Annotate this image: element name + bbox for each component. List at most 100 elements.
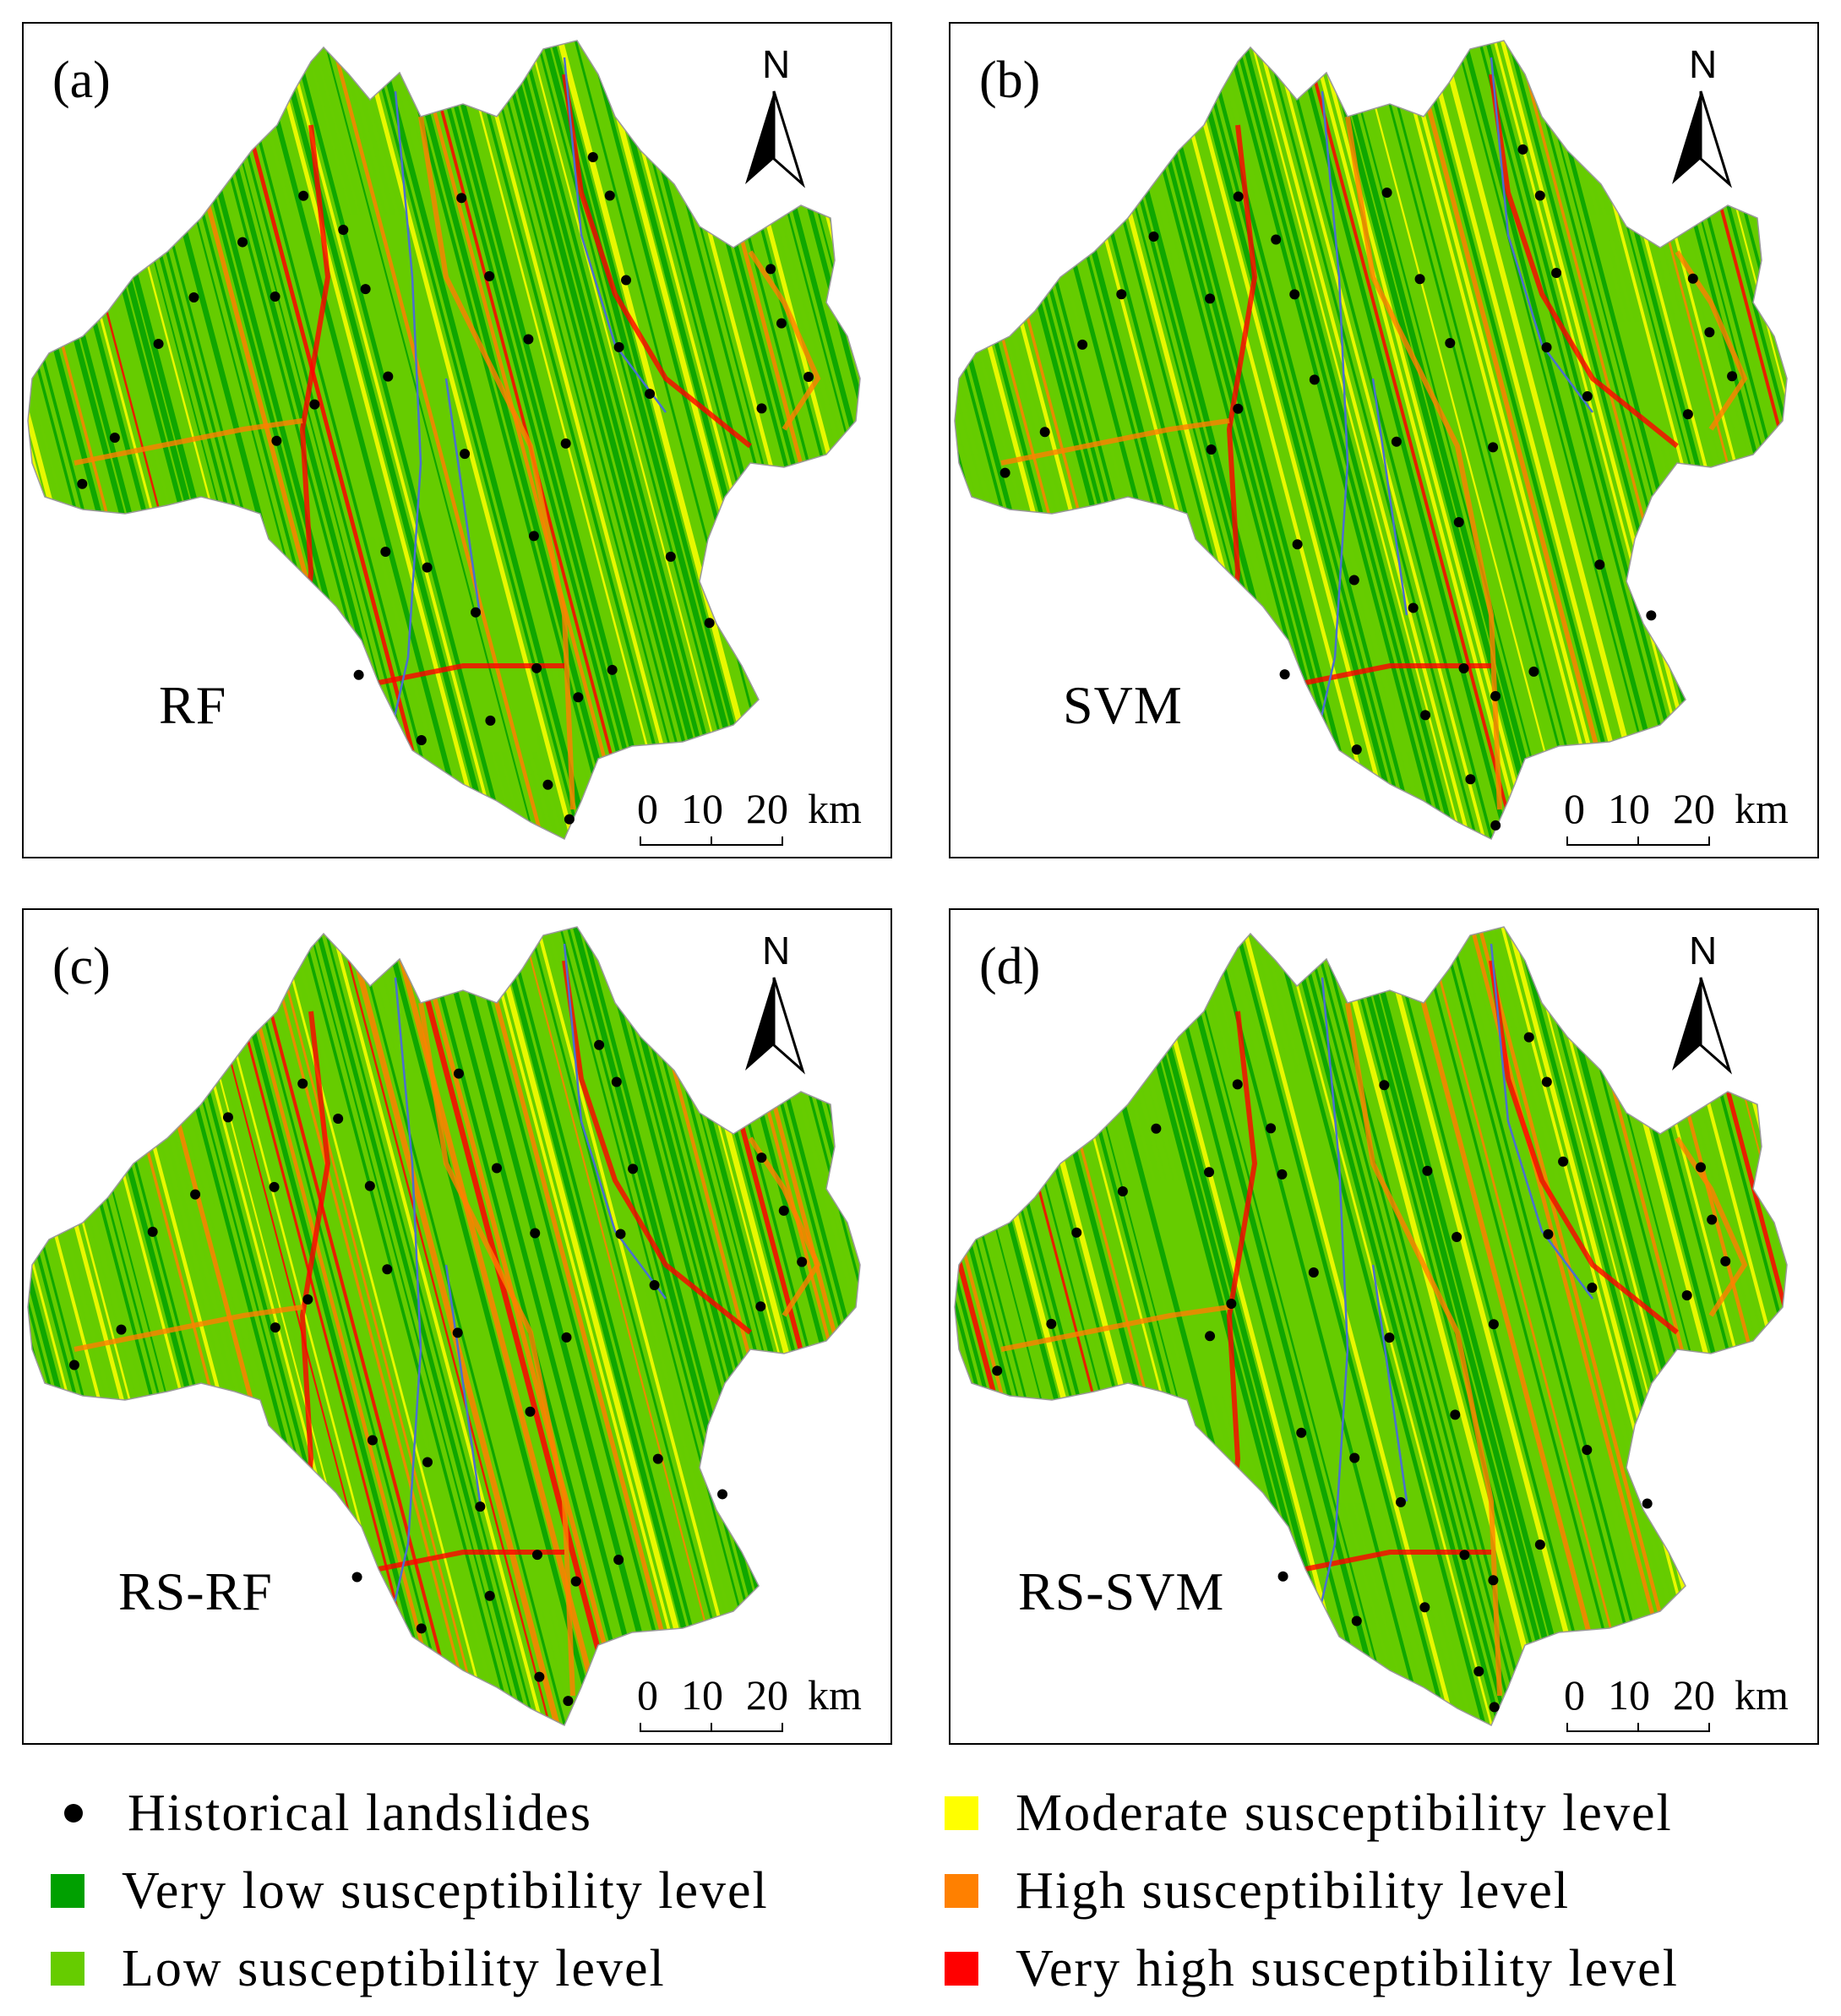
scale-line: [1566, 836, 1710, 846]
north-label: N: [1689, 929, 1717, 973]
landslide-point: [271, 435, 282, 446]
scale-line: [1566, 1723, 1710, 1732]
landslide-point: [756, 403, 767, 414]
model-label: RS-RF: [118, 1561, 273, 1621]
landslide-point: [382, 1264, 393, 1275]
map-panel-d: (d) RS-SVM N 0 10 20 km: [949, 908, 1819, 1745]
landslide-point: [1277, 1169, 1288, 1180]
landslide-point: [560, 438, 571, 449]
north-label: N: [1689, 42, 1717, 86]
landslide-point: [416, 1623, 427, 1634]
panel-letter: (d): [979, 938, 1041, 995]
landslide-point: [1490, 820, 1501, 831]
landslide-point: [525, 1406, 536, 1417]
landslide-point: [1687, 273, 1698, 284]
landslide-point: [1384, 1332, 1395, 1343]
landslide-point: [1277, 1571, 1288, 1582]
landslide-point: [613, 1554, 624, 1565]
scale-line: [640, 836, 783, 846]
landslide-point: [453, 1068, 464, 1079]
landslide-point: [1395, 1496, 1406, 1507]
legend-label: Low susceptibility level: [122, 1939, 666, 1997]
landslide-point: [531, 662, 542, 673]
landslide-point: [1151, 1123, 1162, 1134]
landslide-point: [1465, 774, 1476, 785]
north-label: N: [762, 929, 790, 973]
landslide-dot-icon: [64, 1804, 83, 1823]
panel-letter: (a): [52, 52, 111, 109]
landslide-point: [153, 338, 164, 349]
landslide-point: [471, 607, 482, 618]
landslide-point: [351, 1572, 362, 1583]
scale-tick: 20: [746, 1671, 788, 1719]
landslide-point: [649, 1280, 660, 1291]
landslide-point: [452, 1327, 463, 1338]
landslide-point: [298, 190, 309, 201]
scale-tick: 0: [1564, 785, 1585, 832]
landslide-point: [797, 1256, 808, 1267]
landslide-point: [573, 692, 584, 703]
landslide-point: [587, 151, 598, 162]
landslide-point: [563, 1696, 574, 1707]
landslide-point: [523, 334, 534, 345]
landslide-point: [109, 432, 120, 443]
landslide-point: [1453, 517, 1464, 528]
landslide-point: [1488, 442, 1499, 453]
landslide-point: [665, 551, 676, 562]
landslide-point: [77, 478, 88, 489]
north-arrow-icon: N: [1672, 929, 1733, 1075]
legend-swatch: [51, 1952, 84, 1986]
landslide-point: [1206, 444, 1217, 455]
landslide-point: [460, 449, 471, 460]
scale-bar: 0 10 20 km: [624, 784, 885, 852]
landslide-point: [1296, 1427, 1307, 1438]
legend-left: Historical landslides Very low susceptib…: [51, 1774, 938, 2011]
landslide-point: [222, 1112, 233, 1123]
landslide-point: [367, 1435, 378, 1446]
landslide-point: [542, 779, 553, 790]
legend-label: Historical landslides: [128, 1784, 592, 1842]
landslide-point: [147, 1226, 158, 1237]
landslide-point: [188, 292, 199, 302]
legend-item-high: High susceptibility level: [945, 1852, 1832, 1930]
landslide-point: [1459, 1550, 1470, 1561]
map-panel-c: (c) RS-RF N 0 10 20 km: [22, 908, 892, 1745]
landslide-point: [364, 1180, 375, 1191]
landslide-point: [652, 1453, 663, 1464]
landslide-point: [1541, 342, 1552, 353]
landslide-point: [1289, 289, 1300, 300]
landslide-point: [717, 1489, 728, 1500]
landslide-point: [484, 1590, 495, 1601]
legend-item-low: Low susceptibility level: [51, 1930, 938, 2008]
landslide-point: [765, 264, 776, 275]
landslide-point: [1727, 371, 1738, 382]
landslide-point: [1682, 409, 1693, 420]
map-panel-b: (b) SVM N 0 10 20 km: [949, 22, 1819, 858]
landslide-point: [475, 1501, 486, 1512]
landslide-point: [1458, 662, 1469, 673]
landslide-point: [1490, 690, 1501, 701]
scale-tick: 20: [1673, 785, 1715, 832]
landslide-point: [1422, 1165, 1433, 1176]
landslide-point: [611, 1076, 622, 1087]
landslide-point: [422, 1457, 433, 1468]
landslide-point: [1148, 231, 1159, 242]
landslide-point: [333, 1113, 344, 1124]
landslide-point: [1071, 1227, 1082, 1238]
landslide-point: [534, 1671, 545, 1682]
susceptibility-map: [27, 40, 861, 841]
landslide-point: [456, 193, 467, 204]
legend-label: High susceptibility level: [1016, 1861, 1571, 1920]
landslide-point: [1205, 293, 1216, 304]
scale-bar: 0 10 20 km: [624, 1670, 885, 1738]
landslide-point: [1279, 669, 1290, 680]
scale-unit: km: [1735, 785, 1789, 832]
landslide-point: [1381, 187, 1392, 198]
landslide-point: [1420, 710, 1431, 721]
landslide-point: [1534, 190, 1545, 201]
legend-label: Very high susceptibility level: [1016, 1939, 1679, 1997]
landslide-point: [1233, 191, 1244, 202]
landslide-point: [1528, 666, 1539, 677]
landslide-point: [1308, 1267, 1319, 1278]
scale-unit: km: [808, 1671, 862, 1719]
